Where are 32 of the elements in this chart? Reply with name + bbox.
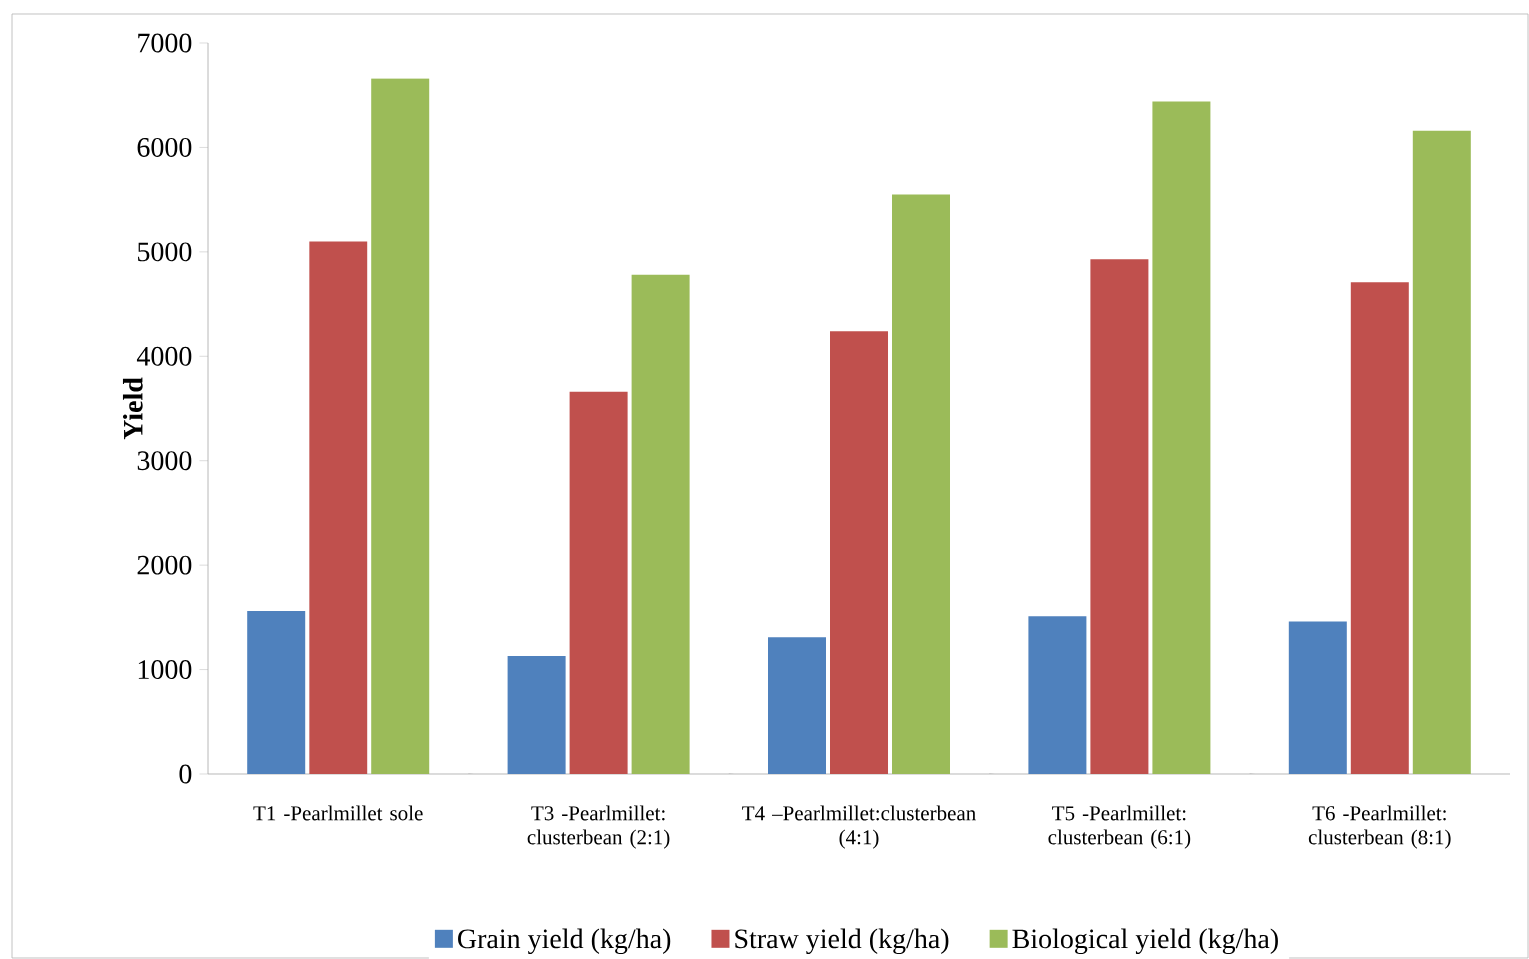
legend-label: Straw yield (kg/ha) bbox=[735, 928, 949, 955]
x-tick-label: T4 –Pearlmillet:clusterbean (4:1) bbox=[742, 805, 976, 849]
bar bbox=[1152, 101, 1211, 774]
x-tick-label: T3 -Pearlmillet: clusterbean (2:1) bbox=[527, 805, 670, 849]
bar bbox=[1350, 282, 1409, 774]
bar bbox=[507, 656, 566, 774]
bar bbox=[309, 241, 368, 774]
y-axis-title: Yield bbox=[122, 377, 143, 440]
bar bbox=[1028, 616, 1087, 774]
y-tick-label: 1000 bbox=[138, 660, 192, 680]
bar bbox=[569, 391, 628, 774]
legend-label: Grain yield (kg/ha) bbox=[458, 928, 671, 955]
y-tick-label: 6000 bbox=[137, 137, 192, 157]
x-tick-label: T1 -Pearlmillet sole bbox=[253, 805, 423, 821]
bar bbox=[631, 274, 690, 774]
y-tick-label: 4000 bbox=[136, 346, 192, 366]
x-tick-label: T6 -Pearlmillet: clusterbean (8:1) bbox=[1308, 805, 1451, 849]
x-tick-label: T5 -Pearlmillet: clusterbean (6:1) bbox=[1048, 805, 1191, 849]
bar bbox=[247, 611, 306, 774]
bar bbox=[768, 637, 826, 774]
legend-label: Biological yield (kg/ha) bbox=[1012, 928, 1278, 955]
bar bbox=[1412, 130, 1471, 774]
bar bbox=[1288, 621, 1347, 774]
y-tick-label: 5000 bbox=[138, 242, 192, 262]
bar bbox=[1090, 259, 1149, 774]
y-tick-label: 2000 bbox=[137, 555, 192, 575]
y-tick-label: 3000 bbox=[137, 451, 192, 471]
bar bbox=[892, 194, 951, 774]
bar bbox=[371, 78, 430, 774]
y-tick-label: 0 bbox=[179, 764, 192, 784]
bar bbox=[830, 331, 889, 774]
y-tick-label: 7000 bbox=[138, 33, 192, 53]
